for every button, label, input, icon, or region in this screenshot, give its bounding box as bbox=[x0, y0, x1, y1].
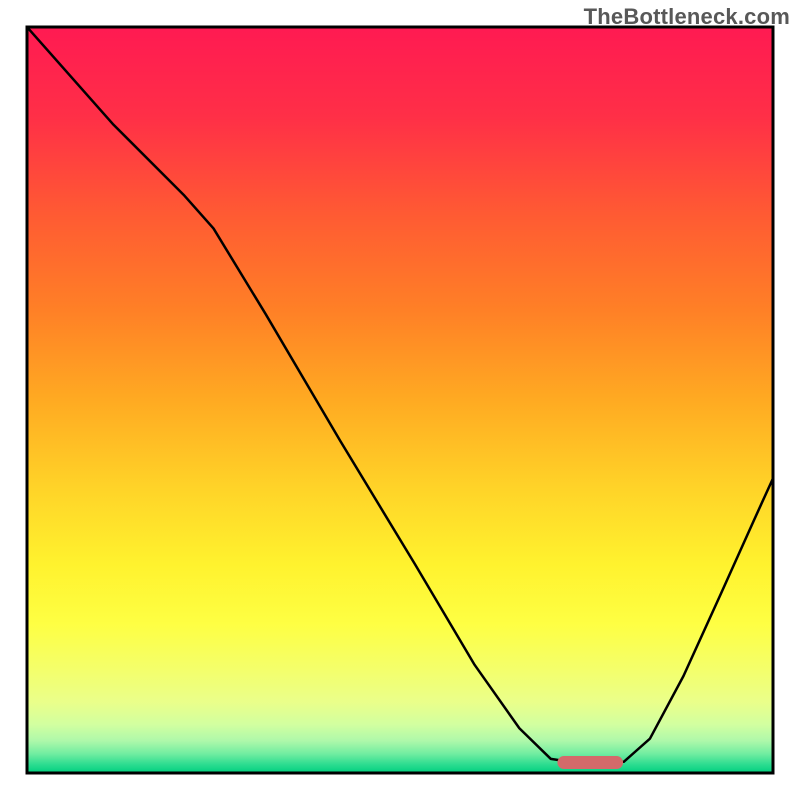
chart-svg bbox=[0, 0, 800, 800]
chart-stage: TheBottleneck.com bbox=[0, 0, 800, 800]
plot-background bbox=[27, 27, 773, 773]
optimal-range-marker bbox=[557, 756, 623, 769]
attribution-label: TheBottleneck.com bbox=[584, 4, 790, 30]
